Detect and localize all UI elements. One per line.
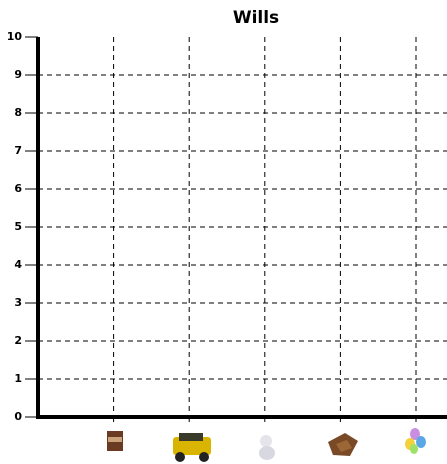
icon-teddy-bear (259, 435, 275, 460)
icon-balloons (405, 428, 426, 454)
icon-jeep (173, 433, 211, 462)
y-tick-label: 2 (14, 334, 22, 347)
y-tick-label: 9 (14, 68, 22, 81)
y-tick-label: 1 (14, 372, 22, 385)
y-tick-label: 8 (14, 106, 22, 119)
y-tick-label: 3 (14, 296, 22, 309)
y-tick-label: 5 (14, 220, 22, 233)
chart-title: Wills (233, 8, 279, 28)
y-tick-label: 6 (14, 182, 22, 195)
y-tick-label: 4 (14, 258, 22, 271)
y-tick-label: 10 (7, 30, 23, 43)
icon-chocolate-bar (107, 431, 123, 451)
y-tick-label: 0 (14, 410, 22, 423)
y-tick-label: 7 (14, 144, 22, 157)
plot-area: 0 1 2 3 4 5 6 7 8 9 10 (7, 30, 447, 423)
icon-chocolate-pieces (328, 433, 358, 456)
